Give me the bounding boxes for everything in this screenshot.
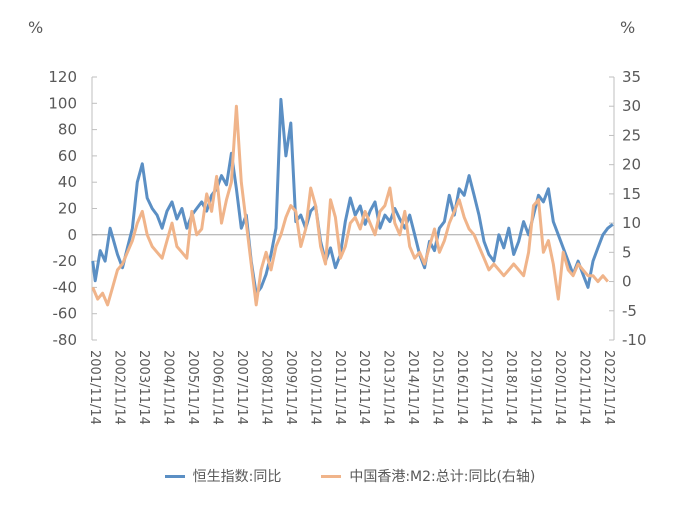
- svg-text:2004/11/14: 2004/11/14: [160, 350, 175, 425]
- svg-text:120: 120: [48, 68, 77, 86]
- svg-text:2012/11/14: 2012/11/14: [356, 350, 371, 425]
- svg-text:2008/11/14: 2008/11/14: [258, 350, 273, 425]
- svg-text:2006/11/14: 2006/11/14: [209, 350, 224, 425]
- svg-text:2021/11/14: 2021/11/14: [577, 350, 592, 425]
- legend: 恒生指数:同比 中国香港:M2:总计:同比(右轴): [0, 466, 700, 486]
- svg-text:25: 25: [622, 126, 641, 144]
- legend-label: 中国香港:M2:总计:同比(右轴): [349, 469, 536, 485]
- svg-text:80: 80: [58, 121, 77, 139]
- svg-text:2007/11/14: 2007/11/14: [234, 350, 249, 425]
- svg-text:-40: -40: [53, 278, 78, 296]
- svg-text:2016/11/14: 2016/11/14: [454, 350, 469, 425]
- legend-item-m2: 中国香港:M2:总计:同比(右轴): [321, 466, 535, 486]
- x-axis: 2001/11/14 2002/11/14 2003/11/14 2004/11/14…: [87, 234, 616, 425]
- svg-text:2017/11/14: 2017/11/14: [479, 350, 494, 425]
- svg-text:2019/11/14: 2019/11/14: [528, 350, 543, 425]
- svg-text:2010/11/14: 2010/11/14: [307, 350, 322, 425]
- svg-text:2013/11/14: 2013/11/14: [381, 350, 396, 425]
- legend-swatch-blue: [164, 474, 185, 478]
- svg-text:10: 10: [622, 214, 641, 232]
- svg-text:2011/11/14: 2011/11/14: [332, 350, 347, 425]
- svg-text:2014/11/14: 2014/11/14: [405, 350, 420, 425]
- svg-text:-5: -5: [622, 302, 637, 320]
- svg-text:2003/11/14: 2003/11/14: [136, 350, 151, 425]
- svg-text:2005/11/14: 2005/11/14: [185, 350, 200, 425]
- svg-text:30: 30: [622, 97, 641, 115]
- svg-text:2020/11/14: 2020/11/14: [552, 350, 567, 425]
- svg-text:100: 100: [48, 94, 77, 112]
- svg-text:-20: -20: [53, 252, 78, 270]
- legend-item-hsi: 恒生指数:同比: [164, 466, 282, 486]
- svg-text:35: 35: [622, 68, 641, 86]
- left-axis-unit: %: [28, 18, 44, 37]
- series-hsi-line: [91, 97, 614, 296]
- svg-text:20: 20: [58, 200, 77, 218]
- legend-swatch-orange: [321, 474, 342, 478]
- right-axis-unit: %: [620, 18, 636, 37]
- left-axis: 120 100 80 60 40 20 0 -20 -40 -60 -80: [48, 68, 97, 349]
- right-axis: 35 30 25 20 15 10 5 0 -5 -10: [609, 68, 647, 349]
- svg-text:5: 5: [622, 243, 632, 261]
- svg-text:0: 0: [67, 226, 77, 244]
- series-layer: [91, 97, 614, 307]
- svg-text:15: 15: [622, 185, 641, 203]
- svg-text:40: 40: [58, 173, 77, 191]
- series-m2-line: [91, 104, 609, 307]
- svg-text:2001/11/14: 2001/11/14: [87, 350, 102, 425]
- svg-text:-10: -10: [622, 331, 647, 349]
- legend-label: 恒生指数:同比: [192, 469, 282, 485]
- svg-text:2002/11/14: 2002/11/14: [111, 350, 126, 425]
- svg-text:2015/11/14: 2015/11/14: [430, 350, 445, 425]
- svg-text:20: 20: [622, 156, 641, 174]
- svg-text:2018/11/14: 2018/11/14: [503, 350, 518, 425]
- svg-text:-80: -80: [53, 331, 78, 349]
- svg-text:60: 60: [58, 147, 77, 165]
- svg-text:-60: -60: [53, 305, 78, 323]
- svg-text:2022/11/14: 2022/11/14: [601, 350, 616, 425]
- svg-text:2009/11/14: 2009/11/14: [283, 350, 298, 425]
- svg-text:0: 0: [622, 273, 632, 291]
